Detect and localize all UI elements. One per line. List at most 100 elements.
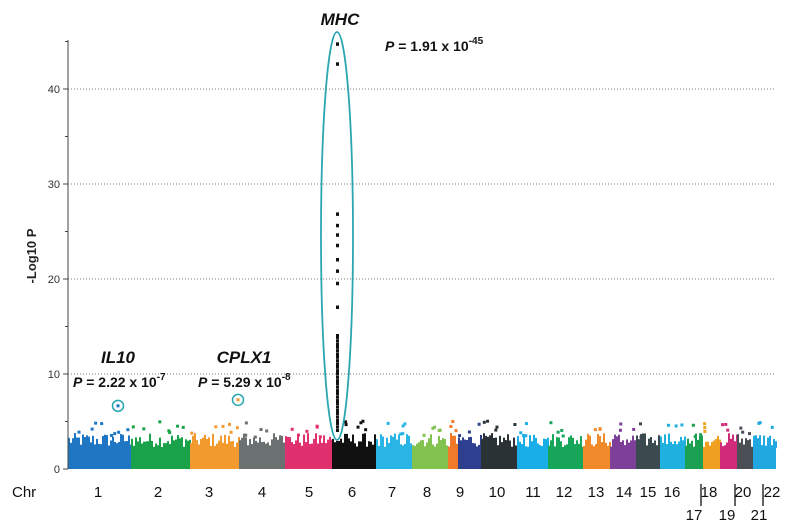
snp-point bbox=[597, 434, 599, 449]
snp-point bbox=[401, 432, 405, 436]
snp-point bbox=[436, 443, 438, 449]
snp-point bbox=[570, 435, 572, 449]
snp-point bbox=[767, 437, 769, 449]
snp-point bbox=[486, 419, 490, 423]
chromosome-4-points bbox=[239, 421, 285, 469]
snp-point bbox=[263, 441, 265, 449]
snp-point bbox=[758, 421, 762, 425]
snp-point bbox=[711, 441, 713, 449]
snp-point bbox=[336, 212, 339, 216]
snp-point bbox=[699, 433, 703, 437]
snp-point bbox=[672, 443, 674, 449]
snp-point bbox=[674, 441, 676, 449]
snp-point bbox=[433, 425, 437, 429]
snp-point bbox=[70, 442, 72, 449]
snp-point bbox=[403, 422, 407, 426]
snp-point bbox=[467, 430, 471, 434]
snp-point bbox=[104, 434, 106, 449]
snp-point bbox=[442, 438, 444, 449]
snp-point bbox=[185, 439, 187, 449]
snp-point bbox=[730, 438, 732, 449]
snp-point bbox=[685, 445, 687, 449]
snp-point bbox=[117, 430, 121, 434]
chr-label-18: 18 bbox=[701, 484, 718, 501]
snp-point bbox=[88, 436, 90, 449]
snp-point bbox=[336, 243, 339, 248]
snp-point bbox=[378, 445, 380, 449]
snp-point bbox=[482, 420, 486, 424]
snp-point bbox=[523, 436, 525, 449]
snp-point bbox=[190, 443, 192, 449]
snp-point bbox=[336, 395, 339, 399]
snp-point bbox=[244, 421, 248, 425]
snp-band bbox=[68, 447, 131, 469]
snp-point bbox=[670, 441, 672, 449]
snp-point bbox=[68, 437, 70, 449]
snp-point bbox=[181, 437, 183, 449]
snp-point bbox=[642, 433, 644, 449]
snp-point bbox=[456, 443, 458, 449]
snp-point bbox=[126, 441, 128, 449]
snp-point bbox=[525, 446, 527, 449]
p-value-label: P = 1.91 x 10-45 bbox=[385, 36, 484, 54]
snp-point bbox=[356, 425, 360, 429]
p-value-text: = 2.22 x 10 bbox=[82, 374, 157, 390]
annotation-mhc: MHC P = 1.91 x 10-45 bbox=[320, 10, 484, 441]
snp-point bbox=[466, 439, 468, 449]
snp-point bbox=[745, 438, 747, 449]
snp-point bbox=[622, 440, 624, 449]
snp-point bbox=[517, 436, 519, 449]
p-value-label: P = 5.29 x 10-8 bbox=[198, 372, 291, 390]
snp-point bbox=[96, 438, 98, 449]
snp-point bbox=[346, 433, 348, 449]
snp-point bbox=[255, 440, 257, 449]
snp-point bbox=[680, 436, 682, 449]
snp-point bbox=[208, 437, 210, 449]
chr-label-2: 2 bbox=[154, 484, 162, 501]
snp-point bbox=[576, 440, 578, 449]
snp-point bbox=[291, 442, 293, 449]
snp-point bbox=[515, 445, 517, 449]
snp-point bbox=[416, 443, 418, 449]
snp-point bbox=[432, 444, 434, 449]
snp-point bbox=[222, 442, 224, 449]
snp-point bbox=[135, 437, 137, 449]
chr-label-12: 12 bbox=[556, 484, 573, 501]
snp-band bbox=[239, 447, 285, 469]
snp-point bbox=[159, 437, 161, 449]
snp-point bbox=[235, 426, 239, 430]
snp-point bbox=[336, 405, 339, 409]
chr-label-16: 16 bbox=[664, 484, 681, 501]
snp-point bbox=[424, 446, 426, 449]
mhc-highlight-ellipse bbox=[320, 31, 354, 441]
snp-point bbox=[149, 433, 151, 449]
snp-point bbox=[220, 435, 222, 449]
snp-point bbox=[509, 440, 511, 449]
snp-point bbox=[408, 435, 410, 449]
snp-point bbox=[689, 443, 691, 449]
snp-point bbox=[676, 444, 678, 449]
snp-point bbox=[765, 445, 767, 449]
snp-point bbox=[198, 444, 200, 449]
snp-band bbox=[737, 447, 753, 469]
snp-point bbox=[612, 439, 614, 449]
snp-point bbox=[548, 445, 550, 449]
snp-point bbox=[402, 445, 404, 449]
snp-point bbox=[703, 447, 705, 449]
snp-point bbox=[468, 437, 470, 449]
snp-point bbox=[487, 436, 489, 449]
snp-point bbox=[541, 445, 543, 449]
snp-point bbox=[491, 433, 493, 449]
chromosome-21-points bbox=[737, 426, 753, 469]
chr-label-15: 15 bbox=[640, 484, 657, 501]
snp-point bbox=[277, 439, 279, 449]
snp-point bbox=[564, 445, 566, 449]
snp-point bbox=[426, 442, 428, 449]
snp-point bbox=[499, 435, 501, 449]
snp-point bbox=[122, 434, 124, 449]
snp-point bbox=[253, 437, 255, 449]
snp-point bbox=[458, 434, 462, 438]
snp-point bbox=[705, 441, 707, 449]
snp-point bbox=[529, 435, 531, 449]
